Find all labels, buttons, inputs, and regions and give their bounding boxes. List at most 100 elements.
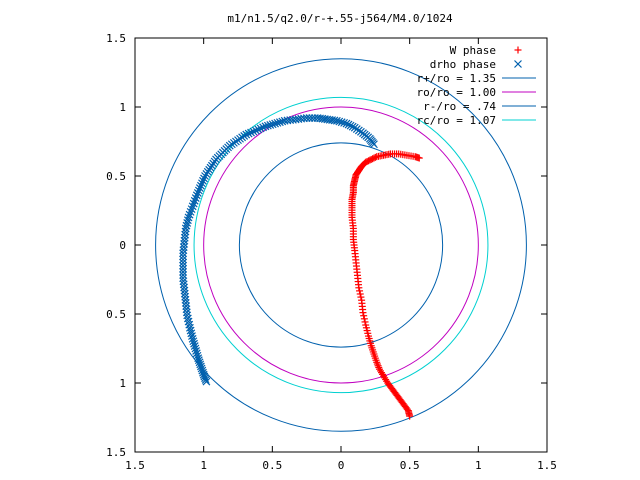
drho-phase-point bbox=[199, 176, 207, 185]
legend-marker bbox=[514, 46, 522, 54]
drho-phase-point bbox=[194, 356, 203, 365]
drho-phase-point bbox=[180, 233, 189, 242]
w-phase-point bbox=[360, 315, 368, 323]
drho-phase-point bbox=[254, 125, 263, 134]
legend-label: ro/ro = 1.00 bbox=[417, 86, 496, 99]
w-phase-point bbox=[358, 296, 366, 304]
drho-phase-point bbox=[196, 181, 205, 190]
drho-phase-point bbox=[183, 314, 192, 323]
w-phase-point bbox=[360, 312, 368, 320]
drho-phase-point bbox=[198, 179, 206, 188]
drho-phase-point bbox=[189, 199, 198, 208]
drho-phase-point bbox=[179, 261, 187, 270]
drho-phase-point bbox=[273, 118, 282, 127]
legend-label: r+/ro = 1.35 bbox=[417, 72, 496, 85]
drho-phase-point bbox=[344, 120, 353, 129]
y-tick-label: 0.5 bbox=[106, 308, 126, 321]
drho-phase-point bbox=[259, 123, 267, 132]
drho-phase-point bbox=[192, 346, 201, 355]
drho-phase-point bbox=[183, 311, 192, 320]
drho-phase-point bbox=[183, 216, 192, 225]
drho-phase-point bbox=[261, 122, 270, 131]
drho-phase-point bbox=[330, 116, 339, 125]
drho-phase-point bbox=[179, 277, 188, 286]
drho-phase-point bbox=[179, 246, 188, 255]
drho-phase-point bbox=[181, 295, 190, 304]
drho-phase-point bbox=[182, 302, 191, 310]
circle-2 bbox=[203, 106, 479, 384]
x-tick-label: 0.5 bbox=[400, 459, 420, 472]
y-tick-label: 0.5 bbox=[106, 170, 126, 183]
drho-phase-point bbox=[179, 252, 187, 261]
drho-phase-point bbox=[256, 124, 265, 133]
drho-phase-point bbox=[179, 280, 188, 289]
drho-phase-point bbox=[332, 116, 341, 125]
drho-phase-point bbox=[186, 326, 195, 335]
drho-phase-point bbox=[182, 308, 191, 317]
y-tick-label: 1 bbox=[119, 377, 126, 390]
legend-label: W phase bbox=[450, 44, 496, 57]
drho-phase-point bbox=[180, 236, 189, 245]
drho-phase-point bbox=[181, 299, 190, 307]
drho-phase-point bbox=[193, 188, 202, 197]
x-tick-label: 1 bbox=[200, 459, 207, 472]
w-phase-point bbox=[371, 153, 379, 161]
w-phase-point bbox=[356, 290, 364, 298]
drho-phase-point bbox=[179, 274, 187, 283]
drho-phase-point bbox=[185, 320, 194, 329]
drho-phase-point bbox=[342, 119, 351, 128]
drho-phase-point bbox=[191, 344, 200, 353]
drho-phase-point bbox=[185, 210, 194, 219]
drho-phase-point bbox=[251, 126, 260, 135]
drho-phase-point bbox=[194, 186, 203, 195]
drho-phase-point bbox=[186, 207, 195, 216]
drho-phase-point bbox=[200, 174, 208, 183]
y-tick-label: 1.5 bbox=[106, 446, 126, 459]
x-tick-label: 1 bbox=[475, 459, 482, 472]
drho-phase-point bbox=[346, 121, 355, 130]
drho-phase-point bbox=[179, 267, 187, 276]
y-tick-label: 0 bbox=[119, 239, 126, 252]
y-tick-label: 1.5 bbox=[106, 32, 126, 45]
legend-marker bbox=[514, 60, 522, 68]
drho-phase-point bbox=[188, 202, 197, 211]
drho-phase-point bbox=[244, 129, 253, 138]
drho-phase-point bbox=[249, 127, 258, 136]
circle-layer bbox=[155, 58, 527, 432]
w-phase-point bbox=[415, 154, 423, 162]
drho-phase-point bbox=[194, 354, 203, 363]
w-phase-point bbox=[373, 360, 381, 368]
drho-phase-point bbox=[180, 289, 189, 298]
x-tick-label: 0 bbox=[338, 459, 345, 472]
drho-phase-point bbox=[179, 271, 187, 279]
drho-phase-point bbox=[180, 240, 189, 248]
drho-phase-point bbox=[190, 339, 198, 348]
circle-1 bbox=[155, 58, 527, 432]
points-layer bbox=[179, 114, 423, 420]
drho-phase-point bbox=[184, 213, 193, 222]
drho-phase-point bbox=[179, 255, 187, 264]
drho-phase-point bbox=[180, 286, 189, 295]
w-phase-point bbox=[362, 321, 370, 329]
drho-phase-point bbox=[181, 292, 190, 301]
drho-phase-point bbox=[179, 243, 188, 251]
drho-phase-point bbox=[179, 258, 187, 267]
drho-phase-point bbox=[184, 317, 193, 326]
drho-phase-point bbox=[189, 337, 198, 346]
circle-4 bbox=[193, 96, 489, 394]
drho-phase-point bbox=[191, 194, 200, 203]
drho-phase-point bbox=[193, 351, 202, 360]
w-phase-point bbox=[374, 362, 382, 370]
ticks-layer: 1.5 1 0.5 0 0.5 1 1.51.510.500.511.5 bbox=[106, 32, 557, 472]
drho-phase-point bbox=[186, 323, 194, 332]
drho-phase-point bbox=[337, 118, 346, 127]
x-tick-label: 0.5 bbox=[262, 459, 282, 472]
drho-phase-point bbox=[187, 205, 196, 214]
drho-phase-point bbox=[335, 117, 344, 126]
drho-phase-point bbox=[179, 249, 187, 258]
x-tick-label: 1.5 bbox=[537, 459, 557, 472]
drho-phase-point bbox=[266, 121, 275, 129]
legend-label: r-/ro = .74 bbox=[423, 100, 496, 113]
